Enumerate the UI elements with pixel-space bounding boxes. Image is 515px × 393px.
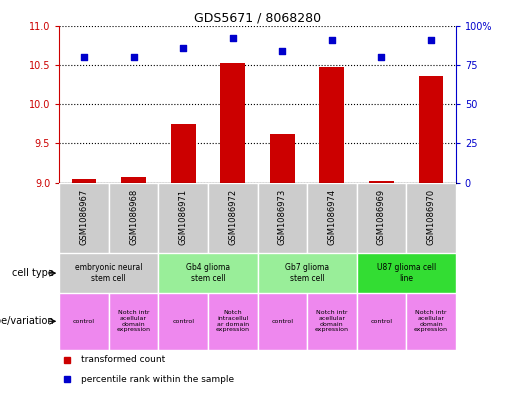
- Text: control: control: [271, 319, 293, 324]
- Title: GDS5671 / 8068280: GDS5671 / 8068280: [194, 11, 321, 24]
- Text: control: control: [370, 319, 392, 324]
- Bar: [270, 134, 295, 183]
- Text: GSM1086969: GSM1086969: [377, 188, 386, 244]
- Bar: [220, 63, 245, 183]
- Text: GSM1086971: GSM1086971: [179, 188, 187, 244]
- Bar: [369, 181, 394, 183]
- Text: GSM1086967: GSM1086967: [79, 188, 89, 245]
- Bar: [208, 293, 258, 350]
- Bar: [307, 183, 356, 253]
- Bar: [208, 183, 258, 253]
- Text: cell type: cell type: [12, 268, 54, 278]
- Bar: [109, 183, 159, 253]
- Point: [229, 35, 237, 41]
- Point: [278, 48, 286, 54]
- Point: [80, 54, 88, 60]
- Text: Gb7 glioma
stem cell: Gb7 glioma stem cell: [285, 263, 329, 283]
- Bar: [258, 293, 307, 350]
- Text: U87 glioma cell
line: U87 glioma cell line: [376, 263, 436, 283]
- Bar: [109, 293, 159, 350]
- Bar: [59, 183, 109, 253]
- Bar: [59, 293, 109, 350]
- Text: Notch intr
acellular
domain
expression: Notch intr acellular domain expression: [116, 310, 150, 332]
- Bar: [258, 253, 356, 293]
- Bar: [356, 253, 456, 293]
- Bar: [406, 293, 456, 350]
- Bar: [356, 183, 406, 253]
- Bar: [59, 253, 159, 293]
- Bar: [258, 183, 307, 253]
- Text: Notch
intracellul
ar domain
expression: Notch intracellul ar domain expression: [216, 310, 250, 332]
- Text: GSM1086968: GSM1086968: [129, 188, 138, 245]
- Text: Gb4 glioma
stem cell: Gb4 glioma stem cell: [186, 263, 230, 283]
- Bar: [356, 293, 406, 350]
- Point: [328, 37, 336, 43]
- Bar: [406, 183, 456, 253]
- Text: GSM1086974: GSM1086974: [328, 188, 336, 244]
- Point: [129, 54, 138, 60]
- Bar: [159, 253, 258, 293]
- Bar: [307, 293, 356, 350]
- Point: [179, 44, 187, 51]
- Text: Notch intr
acellular
domain
expression: Notch intr acellular domain expression: [315, 310, 349, 332]
- Text: Notch intr
acellular
domain
expression: Notch intr acellular domain expression: [414, 310, 448, 332]
- Text: embryonic neural
stem cell: embryonic neural stem cell: [75, 263, 143, 283]
- Bar: [159, 293, 208, 350]
- Point: [377, 54, 386, 60]
- Text: transformed count: transformed count: [81, 355, 165, 364]
- Text: percentile rank within the sample: percentile rank within the sample: [81, 375, 234, 384]
- Bar: [121, 177, 146, 183]
- Bar: [72, 179, 96, 183]
- Point: [427, 37, 435, 43]
- Text: control: control: [73, 319, 95, 324]
- Text: GSM1086972: GSM1086972: [228, 188, 237, 244]
- Bar: [419, 76, 443, 183]
- Bar: [159, 183, 208, 253]
- Text: GSM1086973: GSM1086973: [278, 188, 287, 245]
- Text: control: control: [172, 319, 194, 324]
- Text: GSM1086970: GSM1086970: [426, 188, 436, 244]
- Text: genotype/variation: genotype/variation: [0, 316, 54, 326]
- Bar: [319, 67, 344, 183]
- Bar: [171, 124, 196, 183]
